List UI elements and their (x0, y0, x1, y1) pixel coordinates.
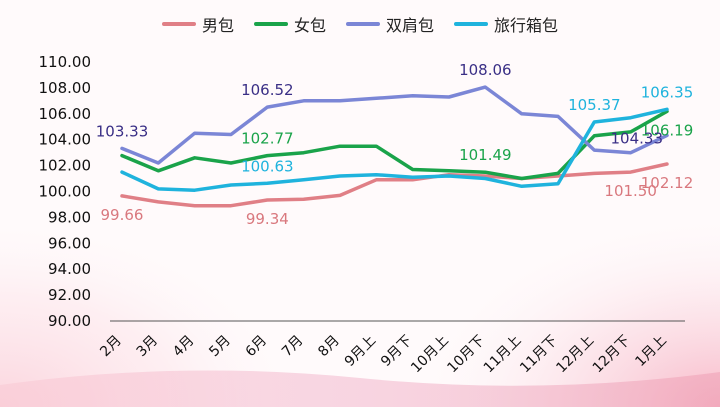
legend-swatch (454, 22, 489, 26)
y-tick-label: 106.00 (39, 105, 92, 123)
legend-label: 双肩包 (386, 16, 435, 35)
data-label: 106.35 (641, 83, 694, 101)
data-label: 104.33 (611, 129, 664, 147)
y-tick-label: 96.00 (48, 234, 91, 252)
data-label: 103.33 (96, 122, 149, 140)
legend-item: 女包 (253, 12, 326, 36)
legend-item: 旅行箱包 (454, 12, 558, 36)
legend-label: 旅行箱包 (494, 16, 559, 35)
data-label: 102.77 (241, 130, 294, 148)
y-axis: 90.00 92.00 94.00 96.00 98.00 100.00 102.00 104… (39, 53, 92, 330)
y-tick-label: 108.00 (39, 79, 92, 97)
data-label: 106.52 (241, 81, 294, 99)
y-tick-label: 98.00 (48, 208, 91, 226)
y-tick-label: 92.00 (48, 286, 91, 304)
data-label: 102.12 (641, 174, 694, 192)
data-label: 101.50 (604, 182, 657, 200)
series-line (120, 162, 669, 208)
y-tick-label: 104.00 (39, 131, 92, 149)
legend-label: 女包 (293, 16, 326, 35)
y-tick-label: 100.00 (39, 183, 92, 201)
data-label: 108.06 (459, 61, 512, 79)
y-tick-label: 110.00 (39, 53, 92, 71)
chart-legend: 男包 女包 双肩包 旅行箱包 (0, 12, 720, 36)
series-line (120, 107, 669, 192)
y-tick-label: 94.00 (48, 260, 91, 278)
data-label: 105.37 (568, 96, 621, 114)
legend-swatch (346, 22, 380, 26)
series-lines (120, 85, 669, 208)
legend-label: 男包 (201, 16, 234, 35)
legend-item: 男包 (161, 12, 234, 36)
data-label: 99.66 (101, 206, 144, 224)
data-label: 106.19 (641, 121, 694, 139)
legend-swatch (161, 22, 196, 26)
y-tick-label: 102.00 (39, 157, 92, 175)
y-tick-label: 90.00 (48, 312, 91, 330)
legend-item: 双肩包 (346, 12, 434, 36)
legend-swatch (253, 22, 288, 26)
series-line (120, 85, 669, 165)
data-label: 100.63 (241, 157, 294, 175)
data-label: 99.34 (246, 210, 289, 228)
data-label: 101.49 (459, 146, 512, 164)
